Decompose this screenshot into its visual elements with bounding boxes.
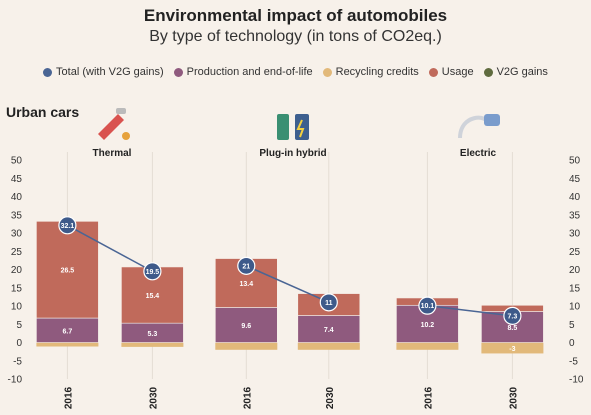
total-label-thermal-2030: 19.5 — [146, 269, 160, 276]
total-line-thermal — [67, 224, 153, 272]
legend-item-recycling: Recycling credits — [322, 66, 419, 78]
y-tick-right: 35 — [569, 210, 581, 221]
y-tick-right: 10 — [569, 302, 581, 313]
x-tick-electric-2030: 2030 — [508, 386, 519, 409]
legend-item-usage: Usage — [428, 66, 474, 78]
y-tick-left: 50 — [11, 156, 23, 167]
data-label-production-thermal-2030: 5.3 — [148, 331, 158, 338]
total-label-thermal-2016: 32.1 — [61, 223, 75, 230]
x-tick-plug-in-hybrid-2030: 2030 — [325, 386, 336, 409]
y-tick-left: 0 — [16, 338, 22, 349]
data-label-usage-thermal-2030: 15.4 — [146, 293, 160, 300]
y-tick-right: 40 — [569, 192, 581, 203]
y-tick-left: 20 — [11, 265, 23, 276]
y-tick-right: 20 — [569, 265, 581, 276]
data-label-production-plug-in-hybrid-2016: 9.6 — [241, 323, 251, 330]
data-label-production-electric-2016: 10.2 — [421, 322, 435, 329]
x-tick-plug-in-hybrid-2016: 2016 — [242, 386, 253, 409]
fuel-pump-icon — [98, 108, 130, 140]
total-point-thermal-2030 — [143, 262, 162, 281]
x-tick-thermal-2030: 2030 — [148, 386, 159, 409]
group-label-plug-in-hybrid: Plug-in hybrid — [259, 148, 326, 159]
total-label-plug-in-hybrid-2030: 11 — [325, 300, 333, 307]
chart-subtitle: By type of technology (in tons of CO2eq.… — [149, 28, 442, 45]
y-tick-right: 15 — [569, 283, 581, 294]
hybrid-charger-icon — [277, 114, 309, 140]
y-tick-right: 30 — [569, 229, 581, 240]
y-tick-left: -5 — [13, 356, 22, 367]
y-tick-left: -10 — [8, 375, 23, 386]
bar-recycling-electric-2016 — [396, 342, 459, 350]
data-label-production-plug-in-hybrid-2030: 7.4 — [324, 327, 334, 334]
total-point-plug-in-hybrid-2030 — [319, 293, 338, 312]
legend-label-production: Production and end-of-life — [186, 66, 313, 78]
y-tick-right: -10 — [569, 375, 584, 386]
legend: Total (with V2G gains) Production and en… — [0, 66, 591, 78]
data-label-usage-thermal-2016: 26.5 — [61, 268, 75, 275]
y-tick-left: 15 — [11, 283, 23, 294]
x-tick-thermal-2016: 2016 — [63, 386, 74, 409]
total-label-plug-in-hybrid-2016: 21 — [242, 263, 250, 270]
legend-item-v2g: V2G gains — [483, 66, 548, 78]
total-point-electric-2016 — [418, 296, 437, 315]
y-tick-right: 25 — [569, 247, 581, 258]
y-tick-right: 50 — [569, 156, 581, 167]
legend-swatch-total — [43, 67, 53, 77]
group-label-electric: Electric — [460, 148, 497, 159]
bar-usage-thermal-2016 — [36, 221, 99, 319]
total-line-electric — [427, 304, 513, 317]
legend-item-production: Production and end-of-life — [173, 66, 313, 78]
bar-recycling-plug-in-hybrid-2030 — [297, 342, 360, 350]
y-tick-left: 30 — [11, 229, 23, 240]
legend-label-total: Total (with V2G gains) — [56, 66, 164, 78]
total-label-electric-2016: 10.1 — [421, 303, 435, 310]
y-tick-right: 5 — [569, 320, 575, 331]
legend-swatch-v2g — [483, 67, 493, 77]
total-point-electric-2030 — [503, 306, 522, 325]
legend-label-recycling: Recycling credits — [335, 66, 419, 78]
y-tick-left: 35 — [11, 210, 23, 221]
y-tick-right: -5 — [569, 356, 578, 367]
total-line-plug-in-hybrid — [245, 265, 330, 304]
data-label-recycling-electric-2030: -3 — [509, 346, 515, 353]
legend-label-usage: Usage — [441, 66, 474, 78]
bar-production-thermal-2016 — [36, 317, 99, 343]
y-tick-left: 10 — [11, 302, 23, 313]
total-point-thermal-2016 — [58, 216, 77, 235]
ev-plug-icon — [458, 114, 500, 139]
y-tick-left: 40 — [11, 192, 23, 203]
data-label-production-thermal-2016: 6.7 — [63, 328, 73, 335]
total-label-electric-2030: 7.3 — [508, 313, 518, 320]
group-label-thermal: Thermal — [93, 148, 132, 159]
y-tick-left: 45 — [11, 174, 23, 185]
y-tick-left: 25 — [11, 247, 23, 258]
section-title: Urban cars — [6, 104, 80, 120]
x-tick-electric-2016: 2016 — [423, 386, 434, 409]
legend-swatch-production — [173, 67, 183, 77]
y-tick-left: 5 — [16, 320, 22, 331]
legend-swatch-recycling — [322, 67, 332, 77]
y-tick-right: 45 — [569, 174, 581, 185]
y-tick-right: 0 — [569, 338, 575, 349]
chart-title: Environmental impact of automobiles — [143, 6, 448, 25]
bar-recycling-thermal-2016 — [36, 342, 99, 347]
bar-recycling-electric-2030 — [481, 342, 544, 354]
data-label-usage-plug-in-hybrid-2016: 13.4 — [239, 281, 253, 288]
bar-production-plug-in-hybrid-2030 — [297, 315, 361, 343]
legend-label-v2g: V2G gains — [496, 66, 548, 78]
data-label-production-electric-2030: 8.5 — [508, 325, 518, 332]
bar-recycling-plug-in-hybrid-2016 — [215, 342, 278, 350]
total-point-plug-in-hybrid-2016 — [237, 256, 256, 275]
bar-recycling-thermal-2030 — [121, 342, 184, 347]
legend-swatch-usage — [428, 67, 438, 77]
legend-item-total: Total (with V2G gains) — [43, 66, 164, 78]
